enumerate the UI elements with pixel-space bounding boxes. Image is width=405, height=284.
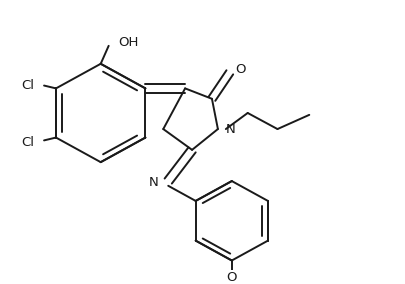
Text: OH: OH	[118, 37, 139, 49]
Text: Cl: Cl	[21, 79, 34, 92]
Text: Cl: Cl	[21, 136, 34, 149]
Text: O: O	[226, 271, 237, 284]
Text: N: N	[225, 123, 235, 135]
Text: O: O	[234, 63, 245, 76]
Text: N: N	[148, 176, 158, 189]
